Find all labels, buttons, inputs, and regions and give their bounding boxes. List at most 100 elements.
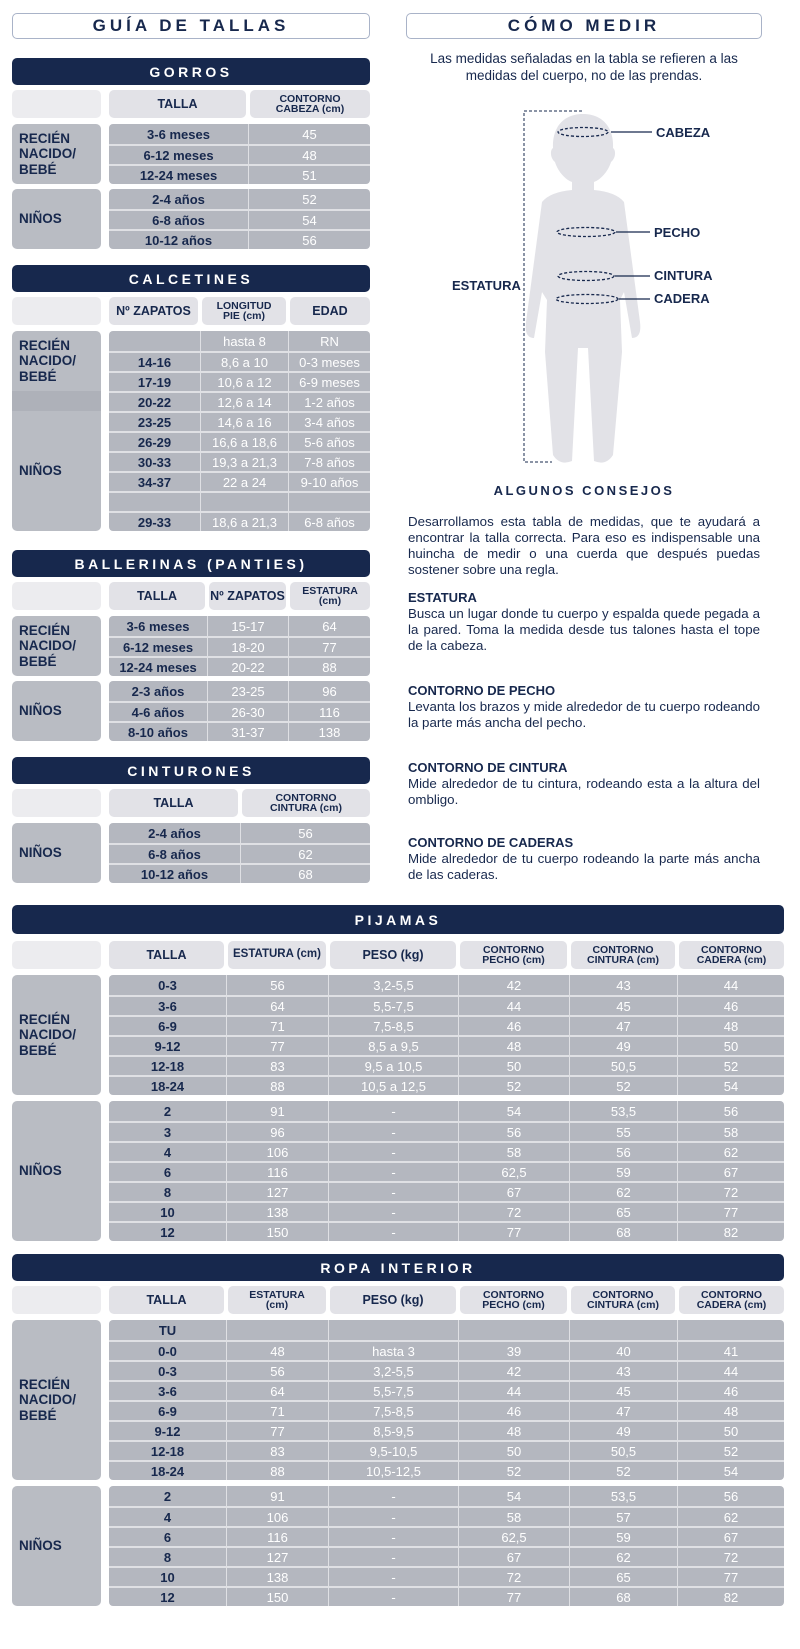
value-cell xyxy=(288,493,370,511)
value-cell: 45 xyxy=(569,997,677,1015)
chest-circumference-ring xyxy=(556,226,616,238)
value-cell: 64 xyxy=(288,616,370,636)
table-row: 12-18 83 9,5-10,5 50 50,5 52 xyxy=(109,1440,784,1460)
size-cell: 6 xyxy=(163,1164,172,1180)
value-cell: 5-6 años xyxy=(288,433,370,451)
value-cell: - xyxy=(328,1588,458,1606)
table-row: 8 127-67 62 72 xyxy=(109,1546,784,1566)
value-cell: 7-8 años xyxy=(288,453,370,471)
value-cell: 15-17 xyxy=(207,616,288,636)
size-cell: 2 xyxy=(163,1488,172,1504)
value-cell: 83 xyxy=(226,1442,328,1460)
value-cell: 72 xyxy=(458,1203,569,1221)
column-header: CONTORNO CINTURA (cm) xyxy=(571,941,675,969)
waist-circumference-ring xyxy=(557,270,615,282)
value-cell: 56 xyxy=(240,823,370,843)
value-cell: 50,5 xyxy=(569,1057,677,1075)
value-cell: 53,5 xyxy=(569,1486,677,1506)
size-cell: 10 xyxy=(160,1569,175,1585)
value-cell: 62 xyxy=(569,1548,677,1566)
column-header: LONGITUD PIE (cm) xyxy=(202,297,286,325)
size-cell: 20-22 xyxy=(137,394,172,410)
header-empty-cell xyxy=(12,941,101,969)
value-cell: 77 xyxy=(677,1203,784,1221)
size-cell: 12-18 xyxy=(150,1058,185,1074)
value-cell: 18-20 xyxy=(207,638,288,656)
column-header: ESTATURA (cm) xyxy=(228,941,326,969)
size-cell: 10-12 años xyxy=(140,866,209,882)
value-cell: 77 xyxy=(226,1037,328,1055)
column-header: TALLA xyxy=(109,941,224,969)
value-cell: 43 xyxy=(569,975,677,995)
column-header: CONTORNO CINTURA (cm) xyxy=(242,789,370,817)
value-cell: - xyxy=(328,1101,458,1121)
table-row: 20-22 12,6 a 14 1-2 años xyxy=(109,391,370,411)
data-grid: TU 0-0 48 hasta 3 39 40 41 0-3 56 3,2-5,5 42 43 44 3-… xyxy=(109,1320,784,1480)
header-empty-cell xyxy=(12,582,101,610)
row-group-label: NIÑOS xyxy=(12,681,101,741)
value-cell: - xyxy=(328,1163,458,1181)
value-cell: 52 xyxy=(677,1442,784,1460)
value-cell: 14,6 a 16 xyxy=(200,413,288,431)
data-grid: 2-4 años 52 6-8 años 54 10-12 años 56 xyxy=(109,189,370,249)
value-cell: 50 xyxy=(677,1422,784,1440)
size-cell: 4 xyxy=(163,1509,172,1525)
table-row: 23-25 14,6 a 16 3-4 años xyxy=(109,411,370,431)
value-cell: 72 xyxy=(458,1568,569,1586)
column-header: CONTORNO PECHO (cm) xyxy=(460,941,567,969)
size-cell: 12-24 meses xyxy=(119,659,197,675)
size-cell: 6-12 meses xyxy=(122,639,194,655)
value-cell: 41 xyxy=(677,1342,784,1360)
table-row: 6-8 años 54 xyxy=(109,209,370,229)
value-cell: 56 xyxy=(226,975,328,995)
value-cell: 9-10 años xyxy=(288,473,370,491)
value-cell: 31-37 xyxy=(207,723,288,741)
value-cell: 40 xyxy=(569,1342,677,1360)
data-grid: 20-22 12,6 a 14 1-2 años xyxy=(109,391,370,411)
row-group-label: NIÑOS xyxy=(12,1101,101,1241)
table-row: 10-12 años 56 xyxy=(109,229,370,249)
value-cell: 91 xyxy=(226,1486,328,1506)
size-cell: 6-9 xyxy=(158,1018,177,1034)
table-row: 34-37 22 a 24 9-10 años xyxy=(109,471,370,491)
value-cell: 138 xyxy=(226,1203,328,1221)
table-row: 9-12 77 8,5-9,5 48 49 50 xyxy=(109,1420,784,1440)
size-cell: 2 xyxy=(163,1103,172,1119)
column-header: Nº ZAPATOS xyxy=(209,582,286,610)
row-group-label: NIÑOS xyxy=(12,189,101,249)
value-cell: 3,2-5,5 xyxy=(328,1362,458,1380)
size-cell: 2-4 años xyxy=(148,825,201,841)
size-cell: TU xyxy=(158,1322,177,1338)
value-cell: 55 xyxy=(569,1123,677,1141)
table-row: 6-12 meses 48 xyxy=(109,144,370,164)
table-row: 3-6 64 5,5-7,5 44 45 46 xyxy=(109,995,784,1015)
value-cell: 54 xyxy=(248,211,370,229)
value-cell: 10,5 a 12,5 xyxy=(328,1077,458,1095)
value-cell: 62,5 xyxy=(458,1163,569,1181)
value-cell: 58 xyxy=(677,1123,784,1141)
value-cell: 71 xyxy=(226,1402,328,1420)
value-cell: 52 xyxy=(458,1462,569,1480)
value-cell: 116 xyxy=(226,1163,328,1181)
value-cell: 8,6 a 10 xyxy=(200,353,288,371)
size-cell: 9-12 xyxy=(154,1423,181,1439)
value-cell: 116 xyxy=(288,703,370,721)
value-cell: 44 xyxy=(458,1382,569,1400)
tip-hips: CONTORNO DE CADERAS Mide alrededor de tu… xyxy=(408,835,760,883)
table-row: 18-24 88 10,5-12,5 52 52 54 xyxy=(109,1460,784,1480)
row-group-label: NIÑOS xyxy=(12,1486,101,1606)
size-cell: 12 xyxy=(160,1224,175,1240)
size-cell: 0-0 xyxy=(158,1343,177,1359)
value-cell: - xyxy=(328,1508,458,1526)
value-cell: 56 xyxy=(677,1101,784,1121)
row-group-label: RECIÉN NACIDO/ BEBÉ xyxy=(12,975,101,1095)
column-header: TALLA xyxy=(109,582,205,610)
value-cell: 54 xyxy=(458,1486,569,1506)
value-cell: 62 xyxy=(569,1183,677,1201)
table-title: GORROS xyxy=(12,58,370,85)
column-header: CONTORNO CADERA (cm) xyxy=(679,1286,784,1314)
size-cell: 23-25 xyxy=(137,414,172,430)
value-cell: 19,3 a 21,3 xyxy=(200,453,288,471)
size-cell: 2-4 años xyxy=(152,191,205,207)
size-cell: 3-6 xyxy=(158,998,177,1014)
